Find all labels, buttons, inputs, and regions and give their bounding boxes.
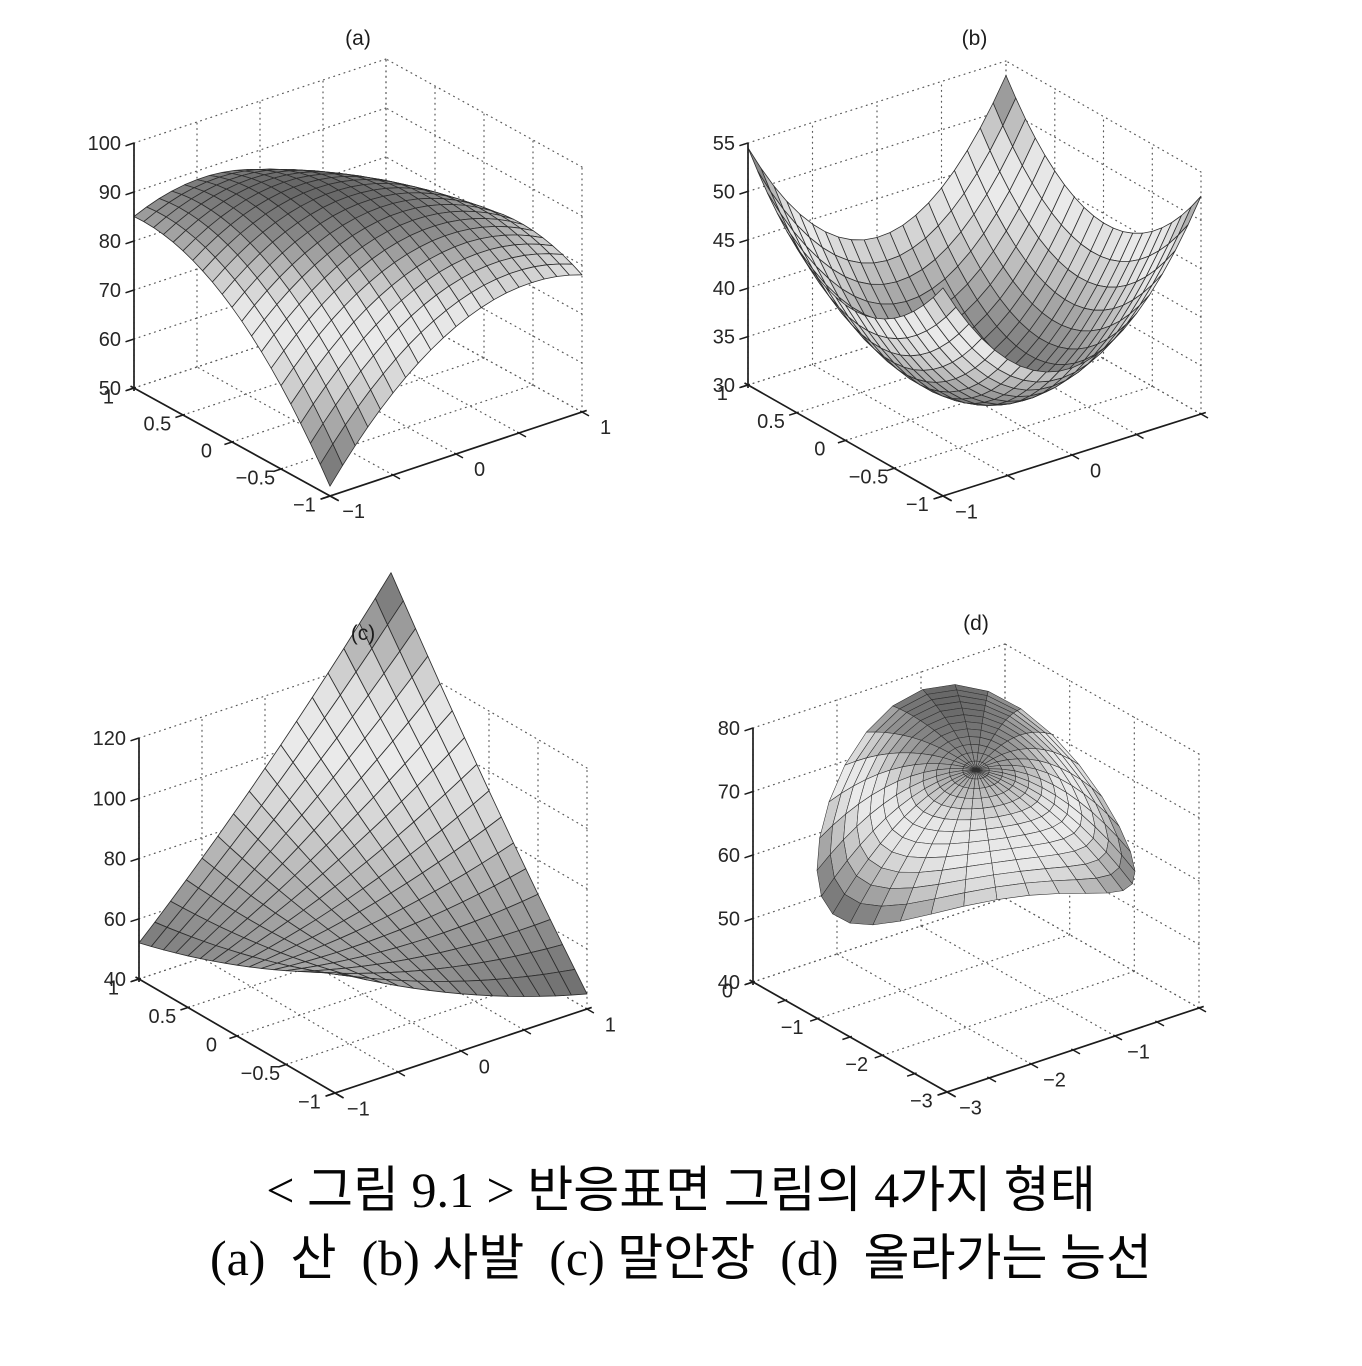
svg-text:−0.5: −0.5 (236, 468, 275, 490)
svg-text:−1: −1 (298, 1092, 321, 1114)
svg-text:−1: −1 (955, 501, 978, 523)
plot-c-tick-labels: −1 0 1 1 0.5 0 −0.5 −1 40 60 80 100 120 (93, 728, 616, 1121)
svg-text:35: 35 (713, 327, 735, 349)
svg-text:60: 60 (104, 909, 126, 931)
svg-text:−0.5: −0.5 (849, 466, 888, 488)
plot-c-title: (c) (351, 622, 376, 645)
plot-d-title: (d) (963, 612, 989, 635)
svg-text:80: 80 (99, 231, 121, 253)
svg-text:−1: −1 (293, 495, 316, 517)
svg-text:50: 50 (718, 909, 740, 931)
svg-text:60: 60 (99, 329, 121, 351)
svg-text:−2: −2 (845, 1054, 868, 1076)
svg-text:1: 1 (605, 1015, 616, 1037)
plot-b: −1 0 1 0.5 0 −0.5 −1 30 35 40 45 50 55 (b) (713, 27, 1209, 523)
plot-d-surface (816, 684, 1136, 926)
svg-text:80: 80 (104, 849, 126, 871)
svg-text:−3: −3 (910, 1091, 933, 1113)
plot-b-axes (744, 143, 1207, 502)
svg-text:0: 0 (206, 1035, 217, 1057)
svg-text:−1: −1 (906, 494, 929, 516)
svg-text:90: 90 (99, 182, 121, 204)
svg-text:40: 40 (713, 278, 735, 300)
svg-text:120: 120 (93, 728, 126, 750)
svg-text:0: 0 (479, 1057, 490, 1079)
svg-text:45: 45 (713, 230, 735, 252)
plot-b-ticks (739, 142, 1209, 501)
svg-text:−0.5: −0.5 (241, 1063, 280, 1085)
svg-text:0: 0 (474, 459, 485, 481)
svg-text:1: 1 (717, 383, 728, 405)
plot-c-surface (138, 572, 588, 997)
svg-text:40: 40 (104, 969, 126, 991)
svg-text:50: 50 (713, 181, 735, 203)
svg-text:80: 80 (718, 718, 740, 740)
plot-d-axes (749, 728, 1204, 1098)
plot-a-title: (a) (345, 27, 371, 50)
svg-text:0: 0 (722, 981, 733, 1003)
plot-c: −1 0 1 1 0.5 0 −0.5 −1 40 60 80 100 120 (c) (93, 572, 616, 1121)
svg-text:0: 0 (201, 441, 212, 463)
svg-text:−1: −1 (347, 1099, 370, 1121)
plot-a-surface (133, 168, 583, 487)
svg-text:40: 40 (718, 972, 740, 994)
svg-text:55: 55 (713, 133, 735, 155)
svg-text:100: 100 (88, 133, 121, 155)
svg-text:0.5: 0.5 (757, 411, 785, 433)
svg-text:0: 0 (814, 439, 825, 461)
plot-b-surface (747, 75, 1202, 406)
plot-a: −1 0 1 1 0.5 0 −0.5 −1 50 60 70 80 90 100 (a) (88, 27, 612, 523)
svg-text:70: 70 (718, 782, 740, 804)
svg-text:60: 60 (718, 845, 740, 867)
plot-d: −3 −2 −1 0 −1 −2 −3 40 50 60 70 80 (d) (718, 612, 1207, 1119)
plot-b-title: (b) (962, 27, 988, 50)
svg-text:−2: −2 (1043, 1069, 1066, 1091)
figure-caption-line1: < 그림 9.1 > 반응표면 그림의 4가지 형태 (266, 1162, 1096, 1218)
plot-a-tick-labels: −1 0 1 1 0.5 0 −0.5 −1 50 60 70 80 90 100 (88, 133, 612, 523)
svg-text:100: 100 (93, 788, 126, 810)
svg-text:0.5: 0.5 (148, 1006, 176, 1028)
svg-text:−1: −1 (781, 1017, 804, 1039)
plot-a-axes (130, 143, 587, 502)
plot-a-ticks (125, 142, 590, 501)
svg-text:1: 1 (108, 978, 119, 1000)
figure-caption: < 그림 9.1 > 반응표면 그림의 4가지 형태 (a) 산 (b) 사발 … (0, 1160, 1362, 1288)
svg-text:−1: −1 (1127, 1041, 1150, 1063)
plot-b-tick-labels: −1 0 1 0.5 0 −0.5 −1 30 35 40 45 50 55 (713, 133, 1101, 523)
svg-text:1: 1 (103, 387, 114, 409)
figure-caption-line2: (a) 산 (b) 사발 (c) 말안장 (d) 올라가는 능선 (209, 1230, 1153, 1286)
svg-text:0.5: 0.5 (143, 414, 171, 436)
svg-text:70: 70 (99, 280, 121, 302)
svg-text:0: 0 (1090, 460, 1101, 482)
plot-c-axes (135, 738, 592, 1099)
svg-text:−3: −3 (959, 1097, 982, 1119)
svg-text:−1: −1 (342, 501, 365, 523)
plot-c-ticks (130, 737, 595, 1098)
plot-d-tick-labels: −3 −2 −1 0 −1 −2 −3 40 50 60 70 80 (718, 718, 1150, 1119)
svg-text:30: 30 (713, 375, 735, 397)
svg-text:1: 1 (600, 417, 611, 439)
plot-d-ticks (744, 727, 1207, 1097)
svg-text:50: 50 (99, 378, 121, 400)
